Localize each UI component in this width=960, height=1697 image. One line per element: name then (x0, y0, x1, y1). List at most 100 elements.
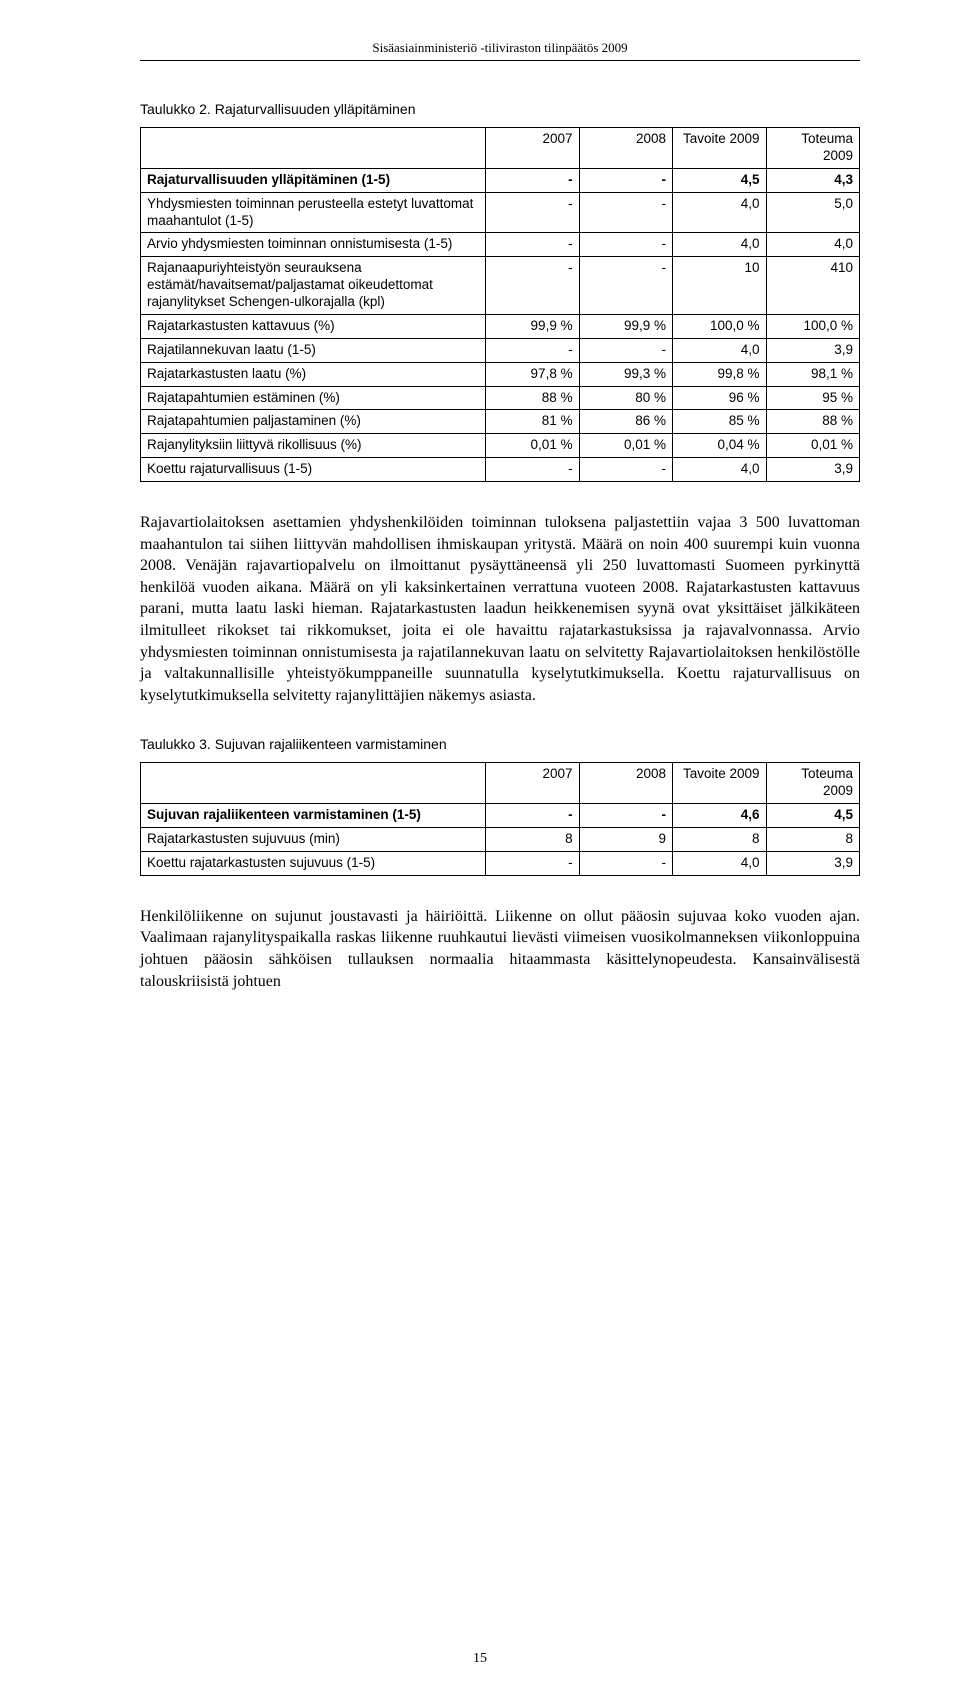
table3: 2007 2008 Tavoite 2009 Toteuma 2009 Suju… (140, 762, 860, 875)
table2-cell: - (486, 257, 579, 315)
table2-cell: 0,04 % (673, 434, 766, 458)
table3-cell: Sujuvan rajaliikenteen varmistaminen (1-… (141, 804, 486, 828)
table2-cell: Arvio yhdysmiesten toiminnan onnistumise… (141, 233, 486, 257)
table2-cell: 10 (673, 257, 766, 315)
table3-cell: - (486, 804, 579, 828)
table3-hdr-2007: 2007 (486, 763, 579, 804)
table2-cell: - (579, 458, 672, 482)
table3-cell: Rajatarkastusten sujuvuus (min) (141, 827, 486, 851)
table2-cell: - (486, 233, 579, 257)
table2-cell: 99,3 % (579, 362, 672, 386)
para2: Henkilöliikenne on sujunut joustavasti j… (140, 906, 860, 992)
table2-cell: 100,0 % (766, 314, 859, 338)
table2-cell: - (579, 168, 672, 192)
table3-hdr-toteuma: Toteuma 2009 (766, 763, 859, 804)
table3-cell: 8 (673, 827, 766, 851)
table2-cell: 410 (766, 257, 859, 315)
table2-cell: 4,5 (673, 168, 766, 192)
table3-cell: 4,5 (766, 804, 859, 828)
table2-cell: 4,0 (673, 192, 766, 233)
table3-header-row: 2007 2008 Tavoite 2009 Toteuma 2009 (141, 763, 860, 804)
table2-row: Rajatapahtumien estäminen (%)88 %80 %96 … (141, 386, 860, 410)
table3-caption: Taulukko 3. Sujuvan rajaliikenteen varmi… (140, 736, 860, 752)
table3-cell: 9 (579, 827, 672, 851)
table2-cell: 88 % (766, 410, 859, 434)
table2-hdr-toteuma: Toteuma 2009 (766, 128, 859, 169)
table2-row: Rajaturvallisuuden ylläpitäminen (1-5)--… (141, 168, 860, 192)
table2-cell: Rajatapahtumien paljastaminen (%) (141, 410, 486, 434)
table2-row: Rajanaapuriyhteistyön seurauksena estämä… (141, 257, 860, 315)
table2-cell: Yhdysmiesten toiminnan perusteella estet… (141, 192, 486, 233)
table2-cell: 81 % (486, 410, 579, 434)
table2-row: Rajatarkastusten kattavuus (%)99,9 %99,9… (141, 314, 860, 338)
table2-hdr-tavoite: Tavoite 2009 (673, 128, 766, 169)
page-header: Sisäasiainministeriö -tiliviraston tilin… (140, 40, 860, 61)
table3-hdr-tavoite: Tavoite 2009 (673, 763, 766, 804)
table2-hdr-2008: 2008 (579, 128, 672, 169)
table3-cell: 8 (486, 827, 579, 851)
table2-row: Rajatapahtumien paljastaminen (%)81 %86 … (141, 410, 860, 434)
table2-cell: Rajaturvallisuuden ylläpitäminen (1-5) (141, 168, 486, 192)
table2-cell: - (486, 192, 579, 233)
table3-cell: - (579, 804, 672, 828)
table2-cell: 4,0 (673, 458, 766, 482)
table2-cell: 95 % (766, 386, 859, 410)
table2-cell: Koettu rajaturvallisuus (1-5) (141, 458, 486, 482)
table3-row: Sujuvan rajaliikenteen varmistaminen (1-… (141, 804, 860, 828)
table3-cell: 4,0 (673, 851, 766, 875)
table2-cell: 5,0 (766, 192, 859, 233)
table2-cell: 96 % (673, 386, 766, 410)
table2-cell: - (486, 458, 579, 482)
table2-cell: 88 % (486, 386, 579, 410)
table2-cell: 85 % (673, 410, 766, 434)
table3-hdr-2008: 2008 (579, 763, 672, 804)
table2-row: Rajanylityksiin liittyvä rikollisuus (%)… (141, 434, 860, 458)
page: Sisäasiainministeriö -tiliviraston tilin… (0, 0, 960, 1697)
table3-cell: - (579, 851, 672, 875)
table2-cell: 99,9 % (579, 314, 672, 338)
table2-cell: Rajatapahtumien estäminen (%) (141, 386, 486, 410)
table2-cell: 0,01 % (766, 434, 859, 458)
table2-header-row: 2007 2008 Tavoite 2009 Toteuma 2009 (141, 128, 860, 169)
table2-row: Rajatilannekuvan laatu (1-5)--4,03,9 (141, 338, 860, 362)
table2-cell: 80 % (579, 386, 672, 410)
table2-row: Koettu rajaturvallisuus (1-5)--4,03,9 (141, 458, 860, 482)
table2-cell: Rajanylityksiin liittyvä rikollisuus (%) (141, 434, 486, 458)
table2-cell: - (579, 338, 672, 362)
table2-row: Rajatarkastusten laatu (%)97,8 %99,3 %99… (141, 362, 860, 386)
table2-row: Arvio yhdysmiesten toiminnan onnistumise… (141, 233, 860, 257)
table2-cell: 0,01 % (579, 434, 672, 458)
table2: 2007 2008 Tavoite 2009 Toteuma 2009 Raja… (140, 127, 860, 482)
table2-cell: Rajatarkastusten laatu (%) (141, 362, 486, 386)
page-number: 15 (0, 1651, 960, 1667)
table2-cell: 98,1 % (766, 362, 859, 386)
table3-row: Rajatarkastusten sujuvuus (min)8988 (141, 827, 860, 851)
table2-cell: 86 % (579, 410, 672, 434)
table3-cell: - (486, 851, 579, 875)
table3-cell: 4,6 (673, 804, 766, 828)
table3-hdr-blank (141, 763, 486, 804)
table2-cell: 3,9 (766, 458, 859, 482)
table2-cell: - (579, 233, 672, 257)
table2-cell: 99,8 % (673, 362, 766, 386)
para1: Rajavartiolaitoksen asettamien yhdyshenk… (140, 512, 860, 706)
table2-cell: 99,9 % (486, 314, 579, 338)
table2-cell: 4,3 (766, 168, 859, 192)
table3-cell: 8 (766, 827, 859, 851)
table2-caption: Taulukko 2. Rajaturvallisuuden ylläpitäm… (140, 101, 860, 117)
table2-cell: 0,01 % (486, 434, 579, 458)
table2-cell: 100,0 % (673, 314, 766, 338)
table2-row: Yhdysmiesten toiminnan perusteella estet… (141, 192, 860, 233)
table2-hdr-2007: 2007 (486, 128, 579, 169)
table2-hdr-blank (141, 128, 486, 169)
table2-cell: - (486, 168, 579, 192)
table2-cell: 4,0 (673, 338, 766, 362)
table2-cell: - (579, 192, 672, 233)
table3-cell: 3,9 (766, 851, 859, 875)
table2-cell: - (486, 338, 579, 362)
table2-cell: 3,9 (766, 338, 859, 362)
table2-cell: Rajatarkastusten kattavuus (%) (141, 314, 486, 338)
table2-cell: Rajatilannekuvan laatu (1-5) (141, 338, 486, 362)
table2-cell: 97,8 % (486, 362, 579, 386)
table3-row: Koettu rajatarkastusten sujuvuus (1-5)--… (141, 851, 860, 875)
